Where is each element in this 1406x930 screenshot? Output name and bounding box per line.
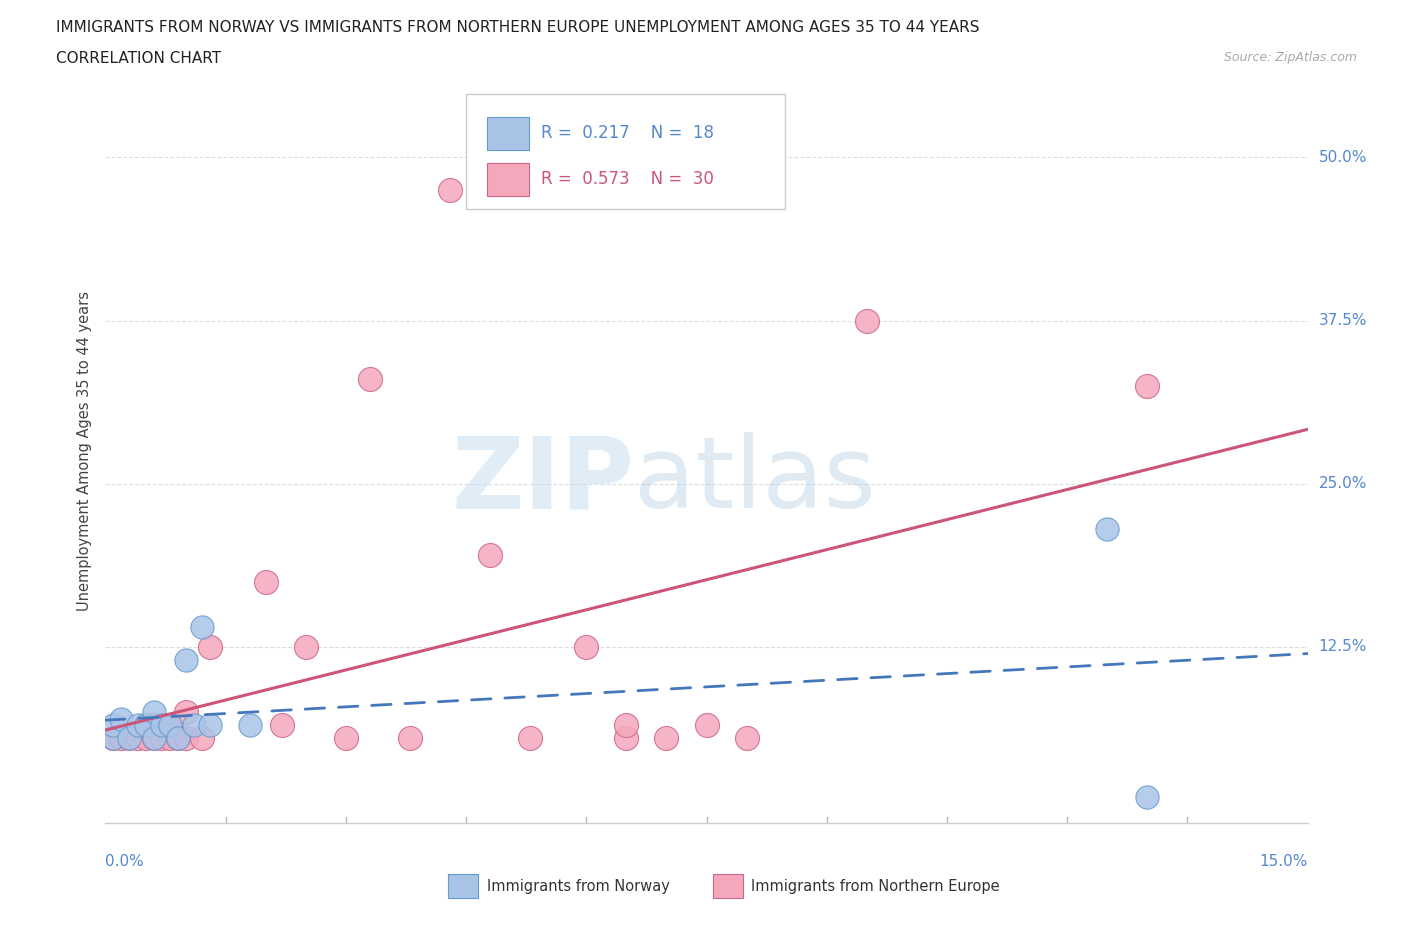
Point [159, 718, 181, 733]
Point [135, 731, 157, 746]
Text: 12.5%: 12.5% [1319, 639, 1367, 655]
Point [103, 731, 125, 746]
Bar [486, 163, 529, 196]
Point [174, 731, 197, 746]
Text: 15.0%: 15.0% [1260, 854, 1308, 869]
Point [118, 731, 141, 746]
Text: R =  0.573    N =  30: R = 0.573 N = 30 [541, 170, 713, 189]
Point [174, 653, 197, 668]
Text: ZIP: ZIP [451, 432, 634, 529]
Point [135, 718, 157, 733]
Point [575, 640, 598, 655]
Text: IMMIGRANTS FROM NORWAY VS IMMIGRANTS FROM NORTHERN EUROPE UNEMPLOYMENT AMONG AGE: IMMIGRANTS FROM NORWAY VS IMMIGRANTS FRO… [56, 20, 980, 35]
Y-axis label: Unemployment Among Ages 35 to 44 years: Unemployment Among Ages 35 to 44 years [76, 291, 91, 611]
Point [166, 731, 188, 746]
Point [335, 731, 357, 746]
Point [174, 705, 197, 720]
Point [270, 718, 292, 733]
Point [142, 731, 165, 746]
Point [150, 718, 173, 733]
Text: 25.0%: 25.0% [1319, 476, 1367, 491]
FancyBboxPatch shape [465, 94, 785, 209]
Point [127, 718, 149, 733]
Point [142, 705, 165, 720]
Point [198, 718, 221, 733]
Text: Source: ZipAtlas.com: Source: ZipAtlas.com [1223, 51, 1357, 64]
Point [439, 182, 461, 197]
Bar [713, 874, 742, 898]
Point [103, 718, 125, 733]
Point [110, 711, 132, 726]
Point [183, 718, 205, 733]
Point [855, 313, 877, 328]
Point [118, 731, 141, 746]
Text: 50.0%: 50.0% [1319, 150, 1367, 165]
Point [616, 731, 638, 746]
Point [110, 731, 132, 746]
Text: Immigrants from Northern Europe: Immigrants from Northern Europe [751, 879, 1000, 894]
Point [142, 731, 165, 746]
Point [142, 718, 165, 733]
Point [166, 731, 188, 746]
Text: 0.0%: 0.0% [105, 854, 145, 869]
Point [254, 574, 277, 589]
Point [519, 731, 541, 746]
Point [198, 640, 221, 655]
Point [159, 731, 181, 746]
Point [150, 731, 173, 746]
Point [479, 548, 502, 563]
Point [1097, 522, 1119, 537]
Point [295, 640, 318, 655]
Point [190, 619, 212, 634]
Text: Immigrants from Norway: Immigrants from Norway [486, 879, 669, 894]
Bar [449, 874, 478, 898]
Bar [486, 116, 529, 150]
Text: atlas: atlas [634, 432, 876, 529]
Text: R =  0.217    N =  18: R = 0.217 N = 18 [541, 125, 714, 142]
Point [616, 718, 638, 733]
Point [1136, 790, 1159, 804]
Point [103, 731, 125, 746]
Point [127, 731, 149, 746]
Point [190, 731, 212, 746]
Point [1136, 379, 1159, 393]
Point [359, 372, 381, 387]
Point [135, 718, 157, 733]
Point [159, 718, 181, 733]
Point [655, 731, 678, 746]
Point [239, 718, 262, 733]
Text: CORRELATION CHART: CORRELATION CHART [56, 51, 221, 66]
Point [399, 731, 422, 746]
Point [696, 718, 718, 733]
Text: 37.5%: 37.5% [1319, 313, 1367, 328]
Point [735, 731, 758, 746]
